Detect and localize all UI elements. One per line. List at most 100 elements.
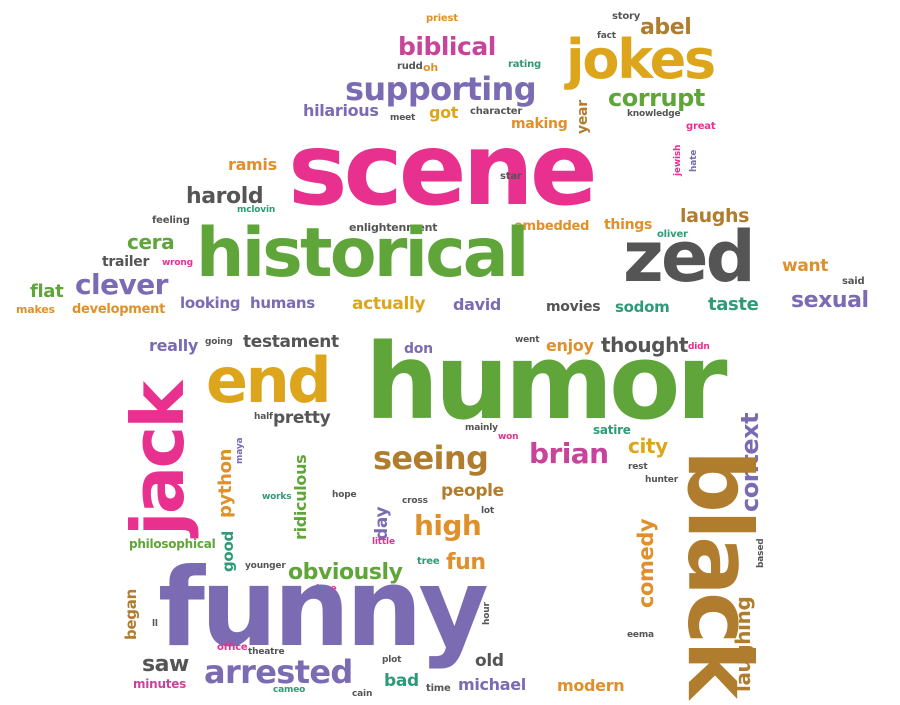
word-lot: lot	[481, 506, 495, 516]
word-star: star	[500, 171, 522, 182]
word-younger: younger	[245, 561, 286, 571]
word-feeling: feeling	[152, 215, 190, 226]
word-testament: testament	[243, 332, 339, 352]
word-plot: plot	[382, 655, 402, 665]
word-rudd: rudd	[397, 61, 423, 72]
word-hope: hope	[332, 490, 357, 500]
word-biblical: biblical	[398, 32, 496, 61]
word-got: got	[429, 103, 459, 122]
word-ridiculous: ridiculous	[291, 454, 310, 540]
word-character: character	[470, 106, 523, 117]
word-eema: eema	[627, 630, 654, 640]
word-jokes: jokes	[566, 28, 716, 91]
word-seeing: seeing	[373, 439, 489, 477]
word-satire: satire	[593, 423, 631, 437]
word-knowledge: knowledge	[627, 109, 681, 119]
word-harold: harold	[186, 184, 264, 209]
word-funny: funny	[158, 546, 489, 671]
word-obviously: obviously	[288, 560, 403, 585]
word-oh: oh	[423, 61, 438, 74]
word-sodom: sodom	[615, 298, 670, 316]
word-old: old	[475, 651, 504, 671]
word-taste: taste	[708, 294, 759, 315]
word-people: people	[441, 481, 504, 501]
word-want: want	[782, 256, 829, 276]
word-supporting: supporting	[345, 70, 537, 108]
word-mainly: mainly	[465, 423, 498, 433]
word-abel: abel	[640, 15, 692, 40]
word-story: story	[612, 11, 641, 22]
word-flat: flat	[30, 281, 64, 302]
word-rest: rest	[628, 462, 648, 472]
word-humor: humor	[365, 321, 728, 443]
word-didn: didn	[688, 342, 710, 352]
word-day: day	[372, 506, 392, 540]
word-great: great	[686, 121, 716, 132]
word-arrested: arrested	[204, 653, 353, 691]
word-theatre: theatre	[248, 647, 285, 657]
word-bad: bad	[384, 671, 419, 691]
word-cera: cera	[127, 230, 175, 254]
word-jewish: jewish	[673, 144, 683, 176]
word-hour: hour	[482, 602, 492, 625]
word-enjoy: enjoy	[546, 336, 594, 355]
word-modern: modern	[557, 676, 625, 695]
word-cain: cain	[352, 689, 373, 699]
word-going: going	[205, 337, 233, 347]
word-oliver: oliver	[657, 229, 688, 240]
word-clever: clever	[75, 268, 168, 301]
word-fact: fact	[597, 31, 616, 41]
word-minutes: minutes	[133, 677, 187, 691]
word-laughs: laughs	[680, 205, 750, 227]
word-ll: ll	[152, 619, 158, 629]
word-hilarious: hilarious	[303, 101, 379, 120]
word-tree: tree	[417, 556, 440, 567]
word-went: went	[515, 335, 540, 345]
word-historical: historical	[196, 214, 529, 293]
word-don: don	[404, 341, 433, 357]
word-time: time	[426, 683, 451, 694]
word-embedded: embedded	[514, 219, 590, 234]
word-ramis: ramis	[228, 155, 277, 174]
word-cross: cross	[402, 496, 428, 506]
word-scene: scene	[288, 111, 598, 228]
word-office: office	[217, 642, 248, 653]
word-little: little	[372, 537, 395, 547]
word-development: development	[72, 302, 166, 317]
word-city: city	[628, 434, 668, 458]
word-works: works	[262, 492, 292, 502]
word-really: really	[149, 336, 199, 355]
word-wrong: wrong	[162, 258, 193, 268]
word-brian: brian	[529, 437, 609, 470]
word-pretty: pretty	[273, 408, 331, 428]
word-won: won	[498, 432, 519, 442]
word-half: half	[254, 412, 273, 422]
word-makes: makes	[16, 303, 55, 316]
word-love: love	[316, 584, 337, 594]
word-jack: jack	[116, 383, 200, 536]
word-based: based	[756, 538, 766, 568]
word-saw: saw	[142, 652, 189, 677]
word-laughing: laughing	[731, 596, 755, 692]
word-end: end	[206, 344, 332, 417]
word-python: python	[215, 448, 236, 518]
word-humans: humans	[250, 294, 315, 312]
word-philosophical: philosophical	[129, 537, 216, 551]
word-comedy: comedy	[634, 518, 658, 608]
word-actually: actually	[352, 294, 426, 314]
word-hunter: hunter	[645, 475, 678, 485]
word-began: began	[122, 589, 140, 640]
word-hate: hate	[689, 149, 699, 172]
word-things: things	[604, 217, 653, 233]
word-thought: thought	[601, 333, 689, 357]
word-trailer: trailer	[102, 254, 150, 270]
word-high: high	[414, 509, 482, 542]
word-looking: looking	[180, 294, 241, 312]
word-mclovin: mclovin	[237, 205, 276, 215]
word-cameo: cameo	[273, 685, 306, 695]
word-sexual: sexual	[791, 288, 869, 313]
word-zed: zed	[623, 216, 756, 298]
word-rating: rating	[508, 59, 541, 70]
word-meet: meet	[390, 113, 416, 123]
